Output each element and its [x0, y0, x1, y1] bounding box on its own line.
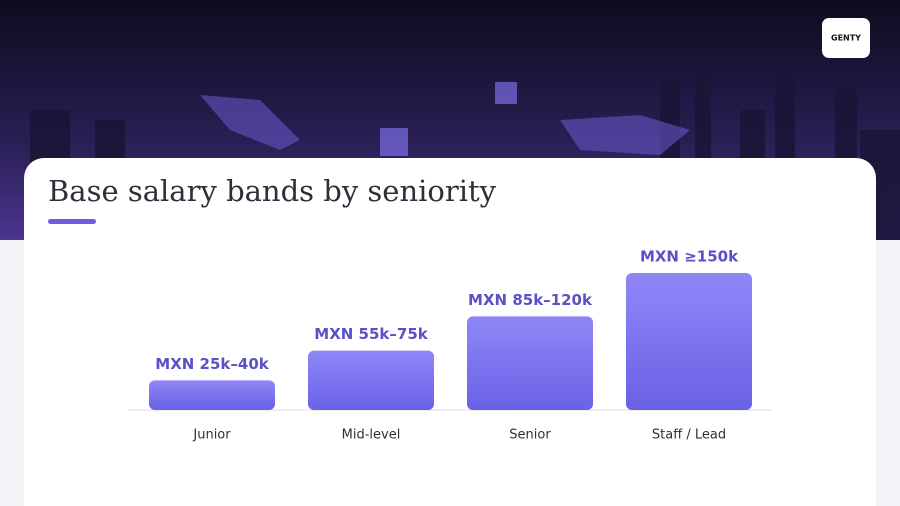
- x-tick-label: Staff / Lead: [652, 428, 726, 443]
- bar: [467, 316, 593, 410]
- x-tick-label: Mid-level: [342, 428, 401, 443]
- x-tick-label: Junior: [192, 428, 231, 443]
- card: [24, 158, 876, 506]
- logo-box: [822, 18, 870, 58]
- bar: [626, 273, 752, 410]
- x-tick-label: Senior: [509, 428, 551, 443]
- bar: [308, 350, 434, 410]
- map-shapes: [200, 95, 690, 155]
- value-label: MXN ≥150k: [640, 248, 739, 266]
- value-label: MXN 25k–40k: [155, 355, 269, 373]
- logo: GENTY: [831, 34, 861, 43]
- value-label: MXN 85k–120k: [468, 291, 593, 309]
- title-accent: [48, 219, 96, 224]
- chart-title: Base salary bands by seniority: [48, 174, 497, 208]
- cube: [380, 128, 408, 156]
- cube: [495, 82, 517, 104]
- value-label: MXN 55k–75k: [314, 325, 428, 343]
- bar: [149, 380, 275, 410]
